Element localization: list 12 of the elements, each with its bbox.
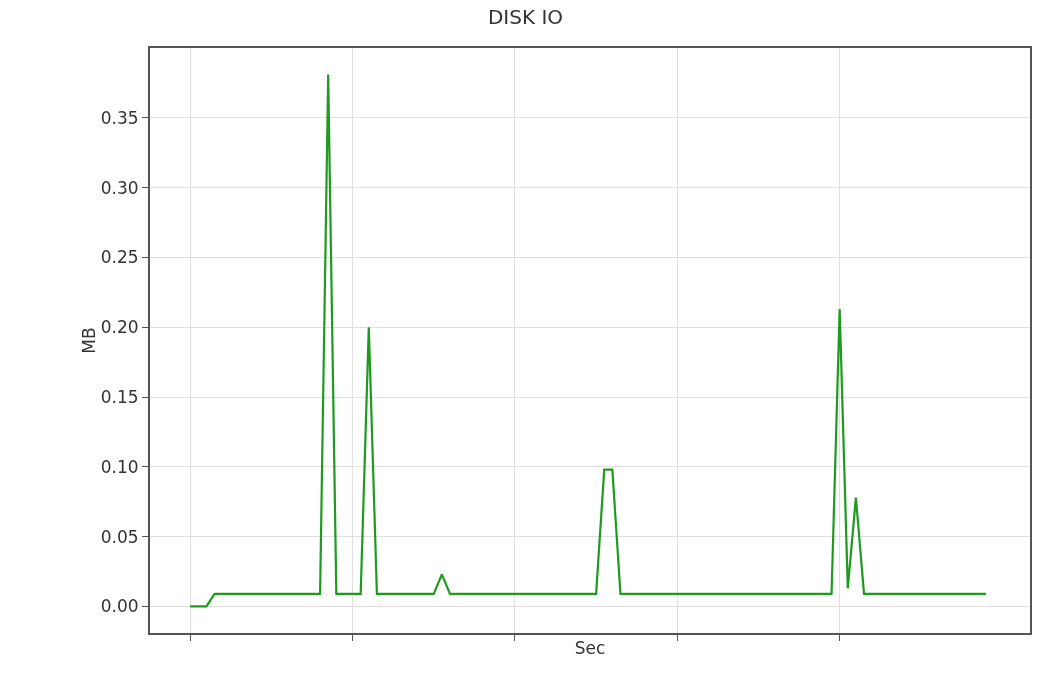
y-tick-label: 0.05: [100, 526, 139, 547]
y-axis-title: MB: [78, 327, 99, 354]
y-tick-label: 0.00: [100, 596, 139, 617]
x-axis-title: Sec: [574, 637, 606, 658]
y-tick-label: 0.25: [100, 247, 139, 268]
y-tick-label: 0.15: [100, 387, 139, 407]
line-series: [189, 73, 987, 608]
y-tick-label: 0.30: [100, 177, 139, 198]
y-tick-label: 0.20: [100, 317, 139, 338]
chart-title: DISK IO: [487, 5, 564, 30]
y-tick-label: 0.10: [100, 456, 139, 477]
y-tick-label: 0.35: [100, 107, 139, 128]
